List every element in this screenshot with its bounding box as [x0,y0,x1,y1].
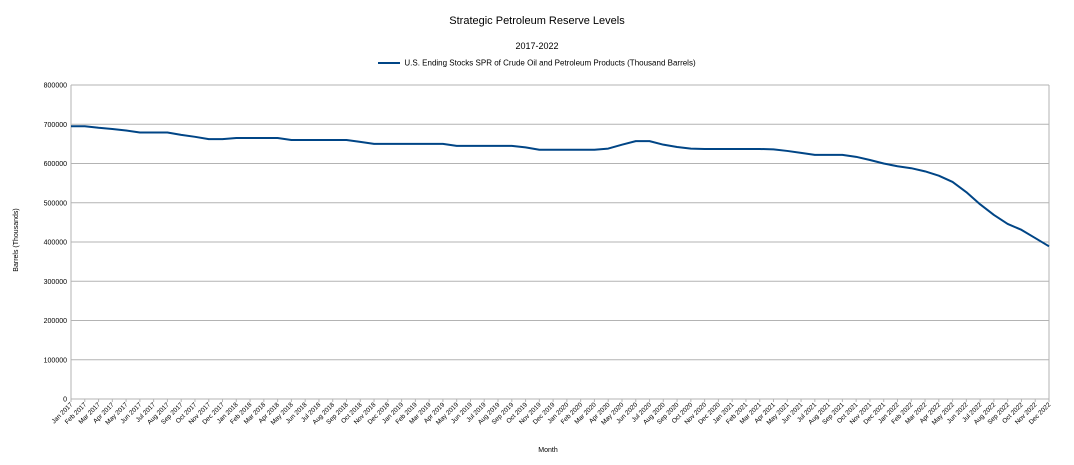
legend-line-swatch [378,61,401,64]
y-tick-label: 200000 [44,318,67,325]
y-axis-label: Barrels (Thousands) [13,208,20,271]
y-tick-label: 0 [63,397,67,404]
y-tick-labels: 0 100000 200000 300000 400000 500000 600000 700… [44,83,67,404]
x-axis-label: Month [538,447,558,454]
axes [70,85,1050,402]
series-line [71,125,1050,248]
series-line-spr-stocks [71,125,1050,248]
y-tick-label: 600000 [44,161,67,168]
y-tick-label: 400000 [44,240,67,247]
y-tick-label: 300000 [44,279,67,286]
y-tick-label: 700000 [44,122,67,129]
chart-subtitle: 2017-2022 [515,41,559,51]
y-tick-label: 500000 [44,200,67,207]
y-tick-label: 100000 [44,357,67,364]
y-tick-label: 800000 [44,83,67,90]
legend: U.S. Ending Stocks SPR of Crude Oil and … [0,58,1074,67]
legend-label: U.S. Ending Stocks SPR of Crude Oil and … [404,58,696,68]
grid-lines [71,84,1049,400]
chart-title: Strategic Petroleum Reserve Levels [449,15,625,27]
